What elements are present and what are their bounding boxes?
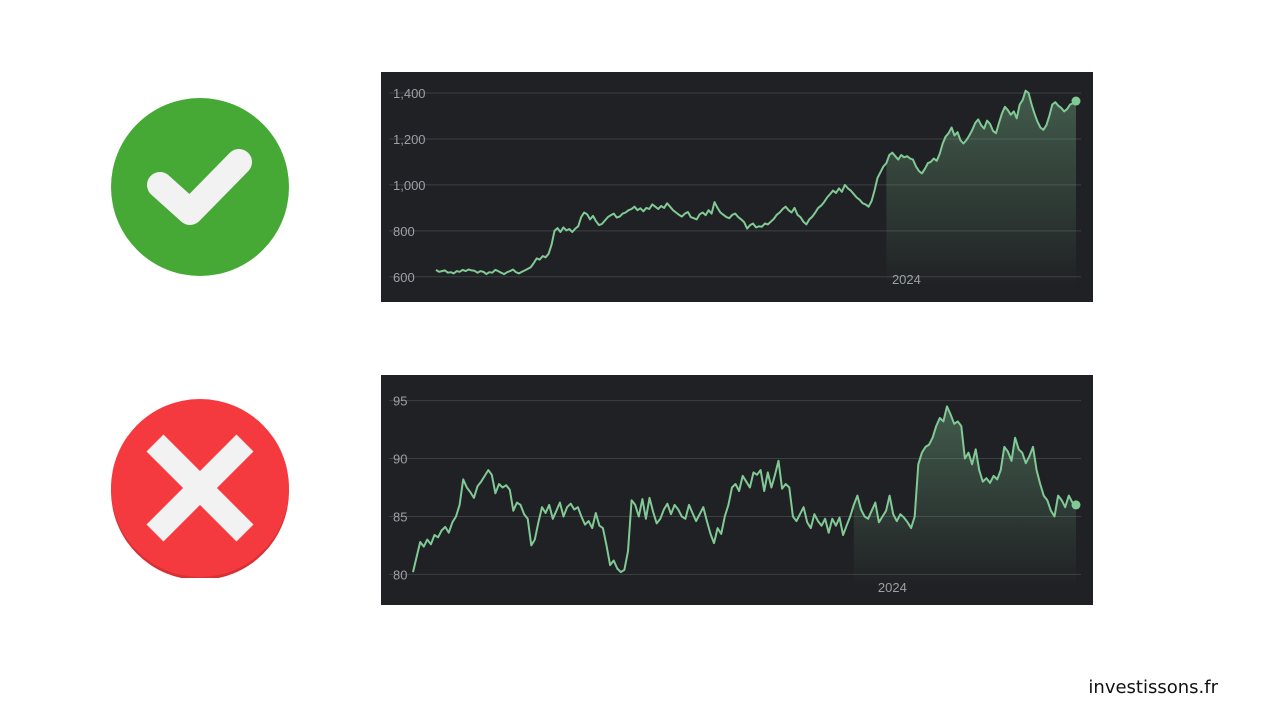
check-icon: [110, 97, 290, 277]
cross-icon: [110, 398, 290, 580]
chart-top: 600 800 1,000 1,200 1,400 2024: [381, 72, 1093, 302]
last-point-marker: [1071, 96, 1081, 106]
y-tick-label: 600: [393, 270, 415, 285]
chart-bottom: 80 85 90 95 2024: [381, 375, 1093, 605]
x-tick-label: 2024: [878, 580, 907, 595]
y-tick-label: 1,400: [393, 86, 426, 101]
y-tick-label: 800: [393, 224, 415, 239]
series-area: [853, 406, 1076, 586]
chart-bottom-svg: 80 85 90 95 2024: [389, 394, 1081, 595]
cross-stroke-2: [146, 434, 254, 542]
y-tick-label: 90: [393, 452, 407, 467]
series-area: [886, 90, 1076, 286]
last-point-marker: [1071, 500, 1081, 510]
y-tick-label: 80: [393, 567, 407, 582]
y-tick-label: 85: [393, 509, 407, 524]
chart-top-svg: 600 800 1,000 1,200 1,400 2024: [389, 86, 1081, 287]
series-line: [412, 405, 1077, 574]
checkmark: [147, 149, 252, 225]
y-tick-label: 1,000: [393, 178, 426, 193]
y-tick-label: 95: [393, 394, 407, 409]
brand-label: investissons.fr: [1088, 677, 1218, 698]
y-tick-label: 1,200: [393, 132, 426, 147]
x-tick-label: 2024: [892, 272, 921, 287]
series-line: [435, 89, 1077, 276]
